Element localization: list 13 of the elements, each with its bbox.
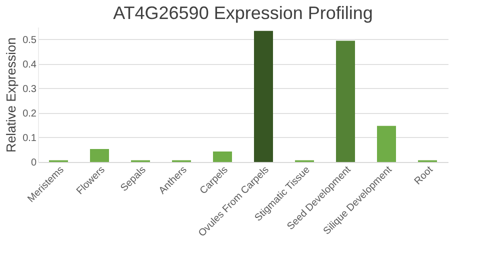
bar: [254, 30, 273, 162]
y-axis-title: Relative Expression: [4, 38, 19, 152]
y-tick-label: 0.2: [22, 108, 37, 120]
y-tick-label: 0: [30, 158, 37, 168]
bar: [377, 126, 396, 162]
y-tick-label: 0.1: [22, 132, 37, 144]
y-tick-label: 0.3: [22, 84, 37, 95]
y-tick-label: 0.4: [22, 59, 37, 70]
chart-title: AT4G26590 Expression Profiling: [113, 3, 373, 23]
y-tick-label: 0.5: [22, 34, 37, 46]
bar: [336, 40, 355, 162]
bar: [213, 151, 232, 162]
bar: [90, 148, 109, 162]
